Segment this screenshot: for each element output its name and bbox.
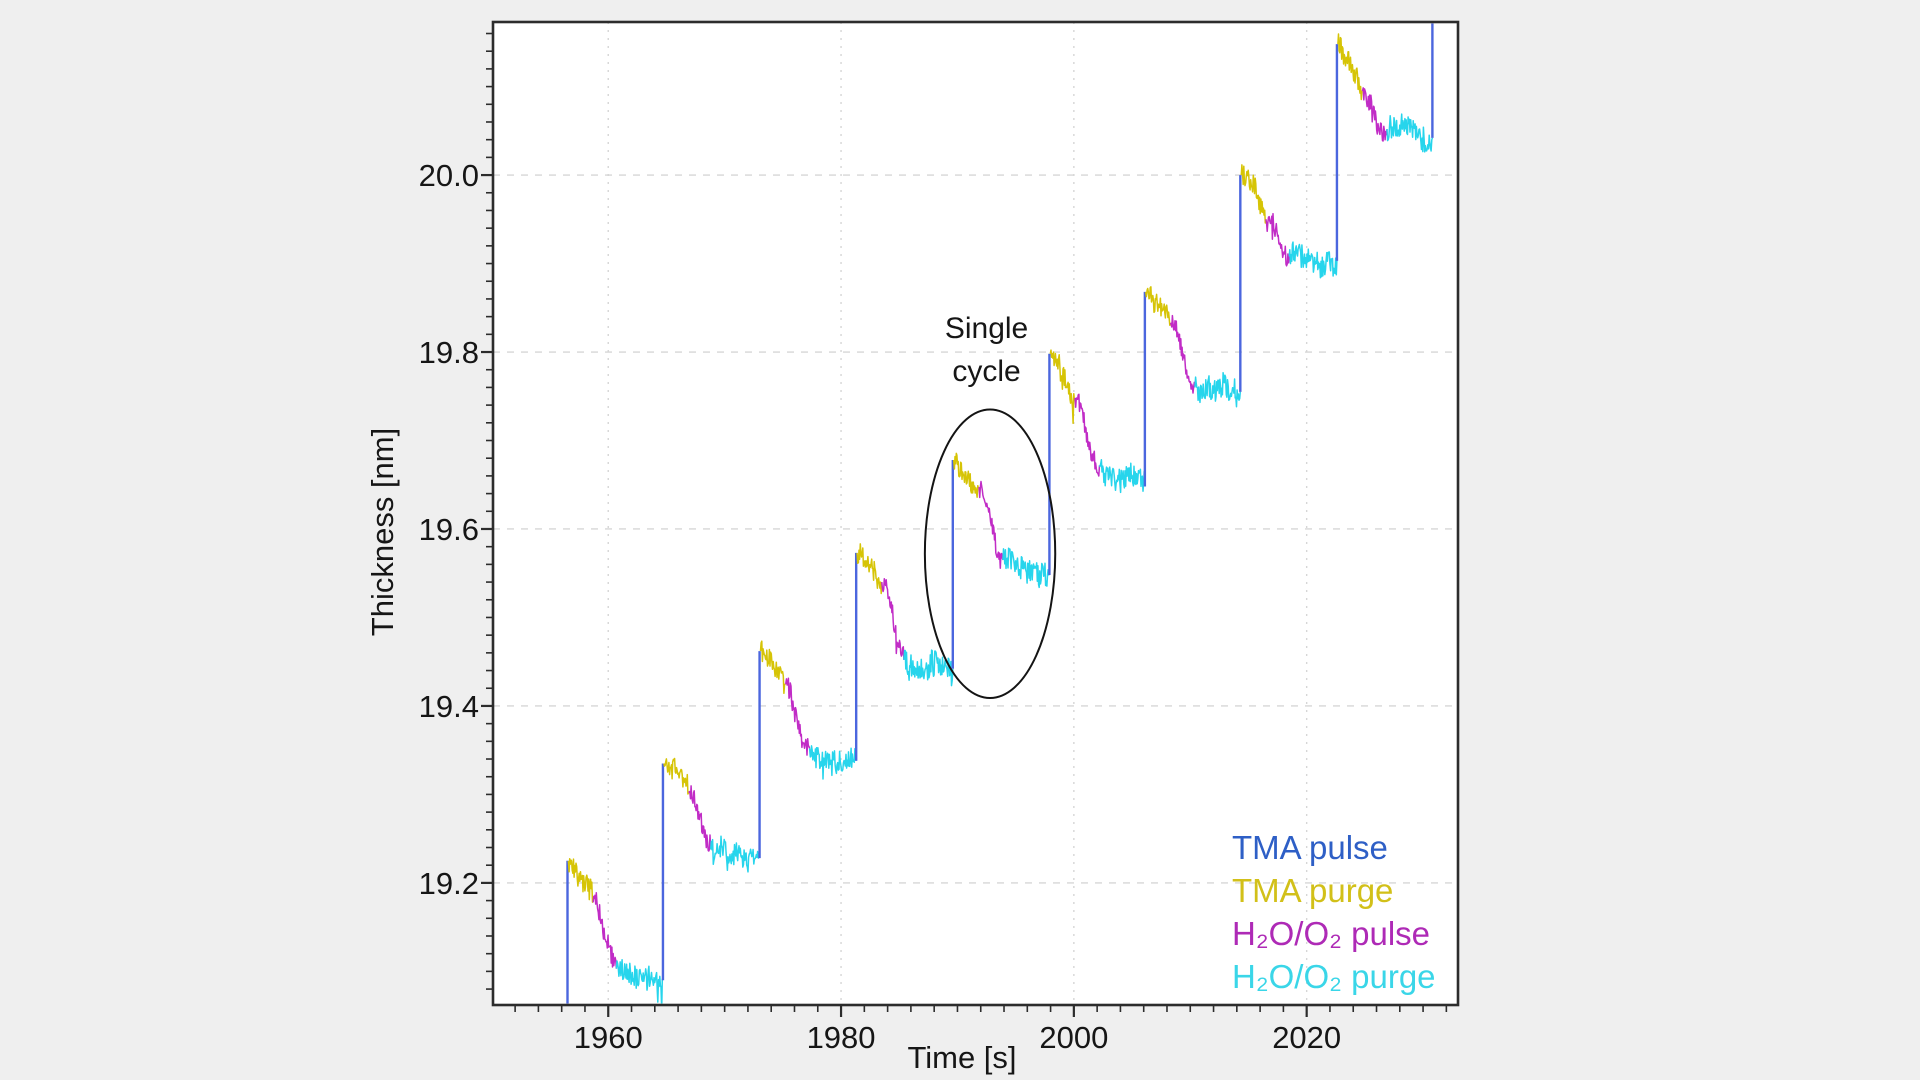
h2o-purge-trace bbox=[903, 649, 954, 687]
h2o-pulse-trace bbox=[1361, 87, 1388, 142]
h2o-purge-trace bbox=[808, 745, 857, 780]
axis-ticks bbox=[481, 32, 1448, 1017]
y-axis-title: Thickness [nm] bbox=[365, 427, 400, 637]
h2o-purge-trace bbox=[709, 835, 761, 873]
h2o-purge-trace bbox=[615, 958, 664, 1004]
x-tick-label: 2000 bbox=[1039, 1020, 1108, 1055]
tma-purge-trace bbox=[567, 858, 594, 904]
y-tick-label: 19.8 bbox=[419, 335, 479, 370]
tma-purge-trace bbox=[856, 543, 883, 595]
h2o-pulse-trace bbox=[881, 578, 905, 660]
h2o-pulse-trace bbox=[977, 480, 1004, 569]
legend: TMA pulse TMA purge H₂O/O₂ pulse H₂O/O₂ … bbox=[1232, 826, 1436, 998]
single-cycle-ellipse bbox=[923, 408, 1057, 699]
h2o-purge-trace bbox=[1098, 459, 1146, 494]
tma-purge-trace bbox=[1049, 349, 1076, 425]
plot-border bbox=[491, 20, 1460, 1007]
h2o-pulse-trace bbox=[784, 677, 811, 756]
data-series bbox=[566, 23, 1434, 1004]
y-tick-label: 19.4 bbox=[419, 689, 479, 724]
h2o-purge-trace bbox=[1194, 371, 1242, 408]
h2o-pulse-trace bbox=[687, 785, 712, 852]
h2o-pulse-trace bbox=[1169, 314, 1196, 394]
gridlines bbox=[493, 22, 1458, 1005]
h2o-pulse-trace bbox=[1265, 212, 1290, 267]
x-tick-label: 2020 bbox=[1272, 1020, 1341, 1055]
tma-purge-trace bbox=[663, 757, 690, 795]
h2o-purge-trace bbox=[1386, 113, 1434, 153]
x-tick-label: 1960 bbox=[574, 1020, 643, 1055]
tick-labels: 1960 1980 2000 2020 19.2 19.4 19.6 19.8 20.0 bbox=[419, 158, 1342, 1055]
h2o-pulse-trace bbox=[592, 892, 618, 969]
tma-purge-trace bbox=[1337, 33, 1363, 101]
tma-purge-trace bbox=[1145, 286, 1172, 326]
h2o-purge-trace bbox=[1002, 547, 1050, 589]
legend-item-tma-pulse: TMA pulse bbox=[1232, 829, 1388, 866]
plot-area bbox=[493, 22, 1458, 1005]
tma-purge-trace bbox=[952, 452, 980, 498]
legend-item-h2o-pulse: H₂O/O₂ pulse bbox=[1232, 915, 1431, 952]
y-tick-label: 19.2 bbox=[419, 866, 479, 901]
y-tick-label: 20.0 bbox=[419, 158, 479, 193]
x-tick-label: 1980 bbox=[807, 1020, 876, 1055]
legend-item-h2o-purge: H₂O/O₂ purge bbox=[1232, 958, 1436, 995]
tma-purge-trace bbox=[1240, 164, 1267, 224]
legend-item-tma-purge: TMA purge bbox=[1232, 872, 1394, 909]
x-axis-title: Time [s] bbox=[907, 1040, 1017, 1075]
tma-purge-trace bbox=[759, 640, 786, 695]
h2o-pulse-trace bbox=[1074, 393, 1101, 477]
single-cycle-annotation: Single cycle bbox=[944, 312, 1029, 389]
h2o-purge-trace bbox=[1288, 241, 1338, 279]
y-tick-label: 19.6 bbox=[419, 512, 479, 547]
